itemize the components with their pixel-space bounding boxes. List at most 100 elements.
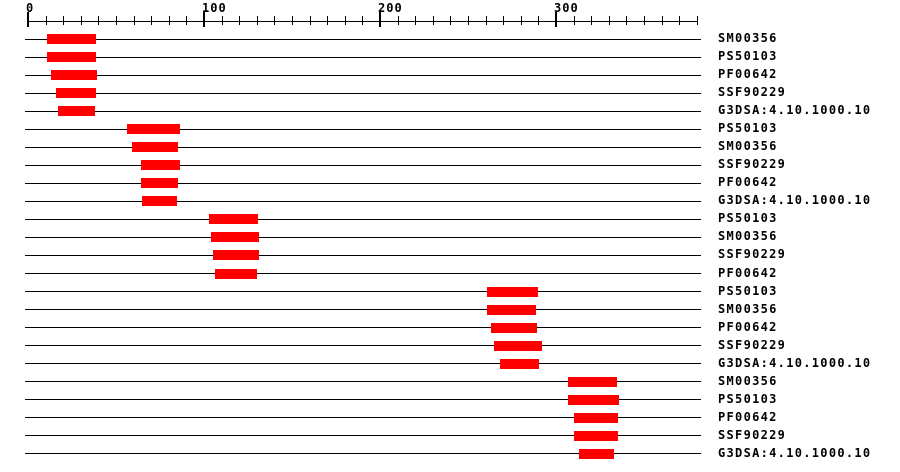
axis-minor-tick [151, 16, 152, 25]
axis-minor-tick [591, 16, 592, 25]
axis-minor-tick [63, 16, 64, 25]
axis-major-tick [555, 12, 557, 27]
track-label: PS50103 [718, 49, 778, 63]
track-line [25, 147, 701, 148]
axis-minor-tick [81, 16, 82, 25]
domain-bar [574, 413, 618, 423]
track-label: PS50103 [718, 121, 778, 135]
axis-major-tick [203, 12, 205, 27]
track-label: SSF90229 [718, 428, 787, 442]
axis-minor-tick [644, 16, 645, 25]
track-line [25, 219, 701, 220]
axis-minor-tick [415, 16, 416, 25]
domain-bar [487, 287, 538, 297]
axis-major-tick [379, 12, 381, 27]
axis-minor-tick [46, 16, 47, 25]
axis-tick-label: 300 [554, 1, 579, 15]
track-line [25, 453, 701, 454]
axis-minor-tick [274, 16, 275, 25]
axis-minor-tick [327, 16, 328, 25]
track-label: G3DSA:4.10.1000.10 [718, 103, 872, 117]
domain-bar [47, 34, 96, 44]
axis-tick-label: 0 [26, 1, 35, 15]
track-label: PF00642 [718, 266, 778, 280]
axis-minor-tick [239, 16, 240, 25]
track-label: G3DSA:4.10.1000.10 [718, 193, 872, 207]
axis-minor-tick [521, 16, 522, 25]
track-label: G3DSA:4.10.1000.10 [718, 446, 872, 460]
track-label: PS50103 [718, 392, 778, 406]
track-line [25, 399, 701, 400]
track-line [25, 417, 701, 418]
domain-bar [500, 359, 539, 369]
axis-tick-label: 100 [202, 1, 227, 15]
axis-minor-tick [362, 16, 363, 25]
track-line [25, 183, 701, 184]
axis-minor-tick [98, 16, 99, 25]
track-line [25, 345, 701, 346]
axis-minor-tick [345, 16, 346, 25]
axis-minor-tick [626, 16, 627, 25]
track-line [25, 435, 701, 436]
domain-bar [141, 160, 180, 170]
track-label: PF00642 [718, 410, 778, 424]
domain-bar [568, 395, 619, 405]
track-line [25, 201, 701, 202]
track-line [25, 363, 701, 364]
track-label: SM00356 [718, 139, 778, 153]
domain-bar [579, 449, 614, 459]
axis-minor-tick [398, 16, 399, 25]
axis-minor-tick [292, 16, 293, 25]
track-line [25, 93, 701, 94]
track-label: PF00642 [718, 67, 778, 81]
track-label: SM00356 [718, 302, 778, 316]
track-label: SM00356 [718, 374, 778, 388]
axis-minor-tick [574, 16, 575, 25]
track-line [25, 327, 701, 328]
domain-bar [47, 52, 96, 62]
track-line [25, 165, 701, 166]
axis-minor-tick [433, 16, 434, 25]
track-line [25, 237, 701, 238]
axis-minor-tick [450, 16, 451, 25]
domain-bar [127, 124, 180, 134]
domain-bar [51, 70, 97, 80]
domain-bar [209, 214, 258, 224]
track-label: SM00356 [718, 31, 778, 45]
track-line [25, 129, 701, 130]
domain-bar [494, 341, 542, 351]
track-line [25, 309, 701, 310]
axis-minor-tick [662, 16, 663, 25]
track-line [25, 255, 701, 256]
track-label: SSF90229 [718, 338, 787, 352]
domain-bar [141, 178, 178, 188]
track-line [25, 273, 701, 274]
axis-minor-tick [679, 16, 680, 25]
domain-bar [574, 431, 618, 441]
track-label: PF00642 [718, 175, 778, 189]
domain-bar [56, 88, 96, 98]
track-label: PS50103 [718, 211, 778, 225]
domain-bar [132, 142, 178, 152]
track-line [25, 291, 701, 292]
track-label: SSF90229 [718, 247, 787, 261]
axis-minor-tick [503, 16, 504, 25]
domain-bar [142, 196, 177, 206]
axis-minor-tick [186, 16, 187, 25]
track-label: PF00642 [718, 320, 778, 334]
domain-bar [213, 250, 259, 260]
domain-bar [491, 323, 537, 333]
track-line [25, 381, 701, 382]
track-line [25, 75, 701, 76]
axis-minor-tick [222, 16, 223, 25]
domain-bar [487, 305, 536, 315]
domain-bar [568, 377, 617, 387]
domain-bar [58, 106, 95, 116]
axis-minor-tick [257, 16, 258, 25]
axis-minor-tick [310, 16, 311, 25]
axis-minor-tick [609, 16, 610, 25]
axis-minor-tick [486, 16, 487, 25]
track-line [25, 57, 701, 58]
axis-tick-label: 200 [378, 1, 403, 15]
